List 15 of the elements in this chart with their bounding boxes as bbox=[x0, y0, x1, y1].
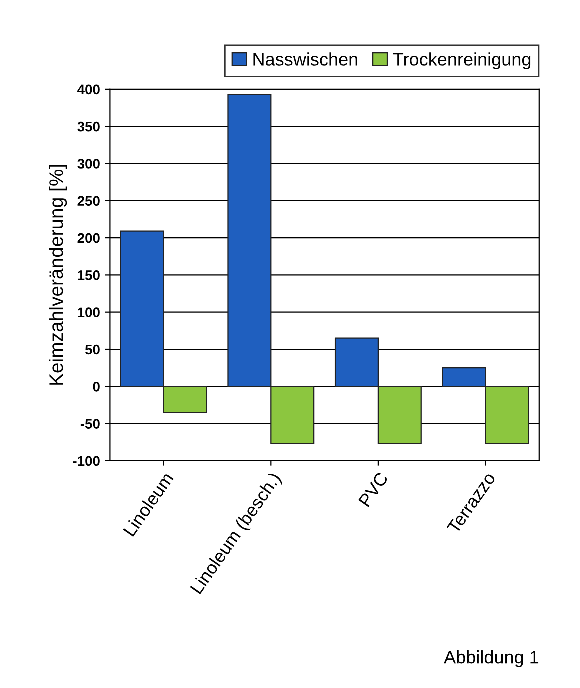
y-tick-label: -100 bbox=[73, 456, 100, 466]
y-tick-label: 350 bbox=[78, 122, 100, 132]
y-tick-label: -50 bbox=[80, 419, 100, 429]
y-tick-label: 100 bbox=[78, 308, 100, 318]
y-tick-label: 400 bbox=[78, 84, 100, 95]
y-tick-label: 200 bbox=[78, 233, 100, 244]
text: Abbildung 1 bbox=[444, 650, 539, 668]
y-axis-title: Keimzahlveränderung [%] bbox=[49, 165, 68, 385]
legend-label: Nasswischen bbox=[254, 52, 358, 66]
y-tick-label: 250 bbox=[78, 196, 100, 206]
legend-label: Trockenreinigung bbox=[393, 52, 531, 70]
y-tick-label: 300 bbox=[78, 159, 100, 169]
y-tick-label: 150 bbox=[78, 270, 100, 280]
y-tick-label: 0 bbox=[93, 382, 100, 392]
y-tick-label: 50 bbox=[85, 344, 100, 355]
